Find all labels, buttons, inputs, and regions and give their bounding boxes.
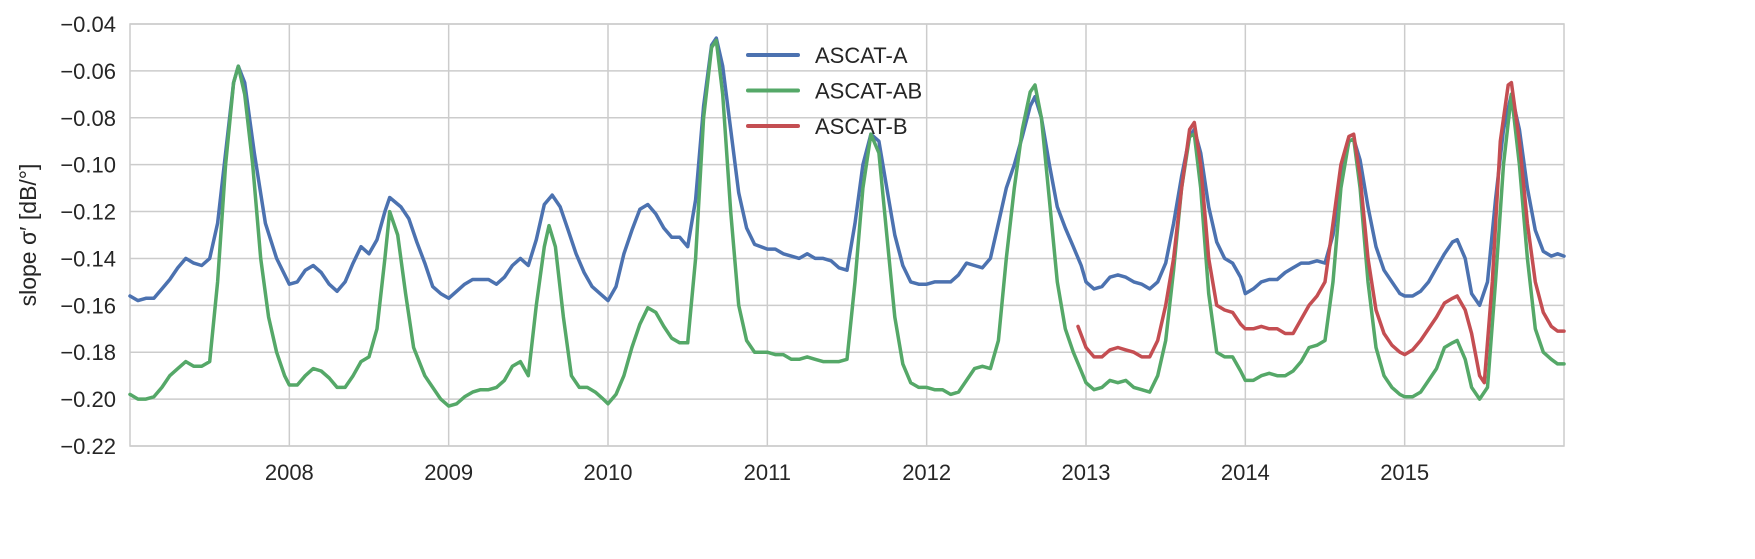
plot-background [129,23,1565,447]
legend-label-ascat-b: ASCAT-B [815,114,908,139]
y-axis-label: slope σ′ [dB/°] [15,164,41,307]
x-tick-label: 2010 [584,460,633,485]
y-tick-label: −0.20 [60,387,116,412]
legend-label-ascat-a: ASCAT-A [815,43,908,68]
y-tick-label: −0.06 [60,59,116,84]
legend: ASCAT-A ASCAT-AB ASCAT-B [746,43,922,139]
x-tick-label: 2015 [1380,460,1429,485]
y-tick-label: −0.22 [60,434,116,459]
x-tick-label: 2008 [265,460,314,485]
x-tick-label: 2012 [902,460,951,485]
x-axis: 2008 2009 2010 2011 2012 2013 2014 2015 [265,460,1429,485]
series-line-ascat-b [1076,80,1566,385]
x-tick-label: 2014 [1221,460,1270,485]
x-tick-label: 2013 [1062,460,1111,485]
grid [130,23,1564,447]
series-line-ascat-ab [128,38,1566,408]
y-tick-label: −0.18 [60,340,116,365]
x-tick-label: 2009 [424,460,473,485]
x-tick-label: 2011 [744,460,791,485]
legend-label-ascat-ab: ASCAT-AB [815,79,922,104]
y-tick-label: −0.16 [60,293,116,318]
y-tick-label: −0.10 [60,153,116,178]
y-tick-label: −0.12 [60,200,116,225]
y-tick-label: −0.04 [60,12,116,37]
y-tick-label: −0.08 [60,106,116,131]
y-tick-label: −0.14 [60,246,116,271]
y-axis: −0.22 −0.20 −0.18 −0.16 −0.14 −0.12 −0.10 −0.08… [60,12,116,459]
series-layer [128,36,1566,408]
